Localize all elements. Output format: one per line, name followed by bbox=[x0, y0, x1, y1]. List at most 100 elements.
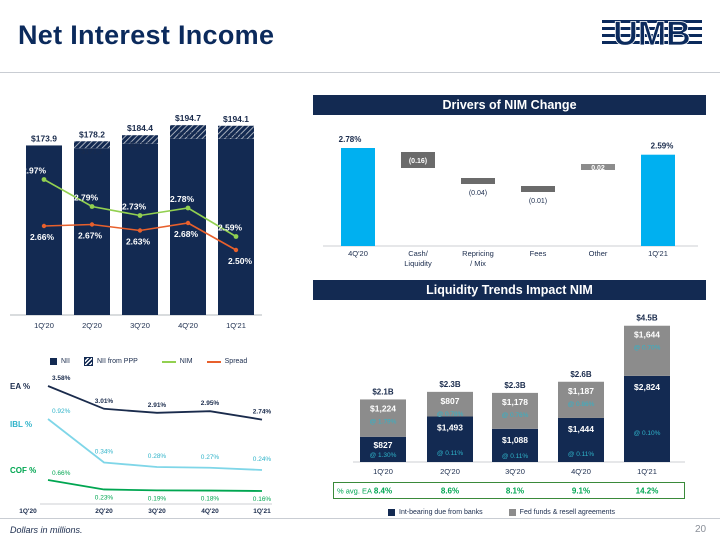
avg-ea-value: 14.2% bbox=[636, 487, 659, 496]
nii-bar bbox=[26, 145, 62, 315]
rate-label: 2.95% bbox=[201, 400, 220, 407]
nii-tick-label: 4Q'20 bbox=[178, 321, 198, 330]
legend-swatch-nim bbox=[161, 360, 176, 363]
liquidity-tick-label: 3Q'20 bbox=[505, 467, 525, 476]
legend-fedfunds: Fed funds & resell agreements bbox=[519, 509, 615, 516]
drivers-chart: 2.78% 4Q'20 (0.16) Cash/Liquidity (0.04) Repr… bbox=[323, 135, 698, 268]
ppp-bar bbox=[218, 125, 254, 139]
rates-tick-label: 1Q'20 bbox=[19, 508, 37, 515]
page-title: Net Interest Income bbox=[18, 20, 275, 50]
logo-stripes bbox=[602, 20, 702, 44]
ppp-bar bbox=[122, 135, 158, 144]
nim-label: 2.73% bbox=[122, 202, 147, 212]
rate-label: 0.34% bbox=[95, 449, 114, 456]
legend-swatch-spread bbox=[206, 360, 221, 363]
nim-total-bar bbox=[341, 148, 375, 246]
nii-tick-label: 1Q'21 bbox=[226, 321, 246, 330]
rate-label: 0.19% bbox=[148, 495, 167, 502]
liquidity-fedfunds-bar bbox=[360, 399, 406, 437]
liquidity-banks-bar bbox=[558, 417, 604, 462]
liquidity-fedfunds-bar bbox=[492, 392, 538, 429]
nii-chart: $173.9 1Q'20 $178.2 $171.1 2Q'20 $184.4 $175.7… bbox=[10, 113, 262, 330]
liquidity-fedfunds-bar bbox=[558, 381, 604, 418]
footer-rule bbox=[0, 518, 720, 519]
spread-point bbox=[137, 228, 143, 233]
rate-label: 3.58% bbox=[52, 375, 71, 382]
liquidity-tick-label: 1Q'21 bbox=[637, 467, 657, 476]
nii-value-label: $178.2 bbox=[79, 129, 105, 139]
page-number: 20 bbox=[695, 524, 707, 535]
rate-label: 2.91% bbox=[148, 402, 167, 409]
spread-point bbox=[185, 220, 191, 226]
liquidity-total-label: $2.6B bbox=[570, 370, 592, 379]
nii-value-label: $194.1 bbox=[223, 114, 249, 124]
avg-ea-box bbox=[333, 482, 685, 499]
rate-line bbox=[47, 479, 263, 492]
nim-point bbox=[185, 205, 191, 211]
legend-swatch-ppp bbox=[83, 357, 93, 366]
rates-tick-label: 2Q'20 bbox=[95, 508, 113, 515]
nim-total-label: 2.59% bbox=[651, 142, 674, 151]
liquidity-banks-label: $827 bbox=[374, 440, 393, 450]
liquidity-fedfunds-label: $1,187 bbox=[568, 386, 594, 396]
liquidity-fedfunds-label: $807 bbox=[441, 396, 460, 406]
legend-swatch-fedfunds bbox=[508, 509, 516, 516]
nim-point bbox=[41, 177, 47, 182]
rate-series-name: EA % bbox=[10, 382, 30, 391]
rate-label: 3.01% bbox=[95, 398, 114, 405]
drivers-tick-label: Cash/Liquidity bbox=[404, 249, 432, 268]
ppp-bar bbox=[74, 141, 110, 149]
drivers-tick-label: 1Q'21 bbox=[648, 249, 668, 258]
liquidity-total-label: $2.1B bbox=[372, 387, 394, 396]
liquidity-fedfunds-rate: @ 0.70% bbox=[634, 345, 661, 352]
spread-point bbox=[41, 223, 47, 229]
rate-line bbox=[47, 418, 263, 471]
nim-point bbox=[137, 213, 143, 218]
rate-label: 0.27% bbox=[201, 454, 220, 461]
avg-ea-value: 9.1% bbox=[572, 487, 590, 496]
nii-ex-ppp-label: $180.7 bbox=[225, 133, 247, 140]
liquidity-header: Liquidity Trends Impact NIM bbox=[313, 280, 706, 300]
rates-tick-label: 3Q'20 bbox=[148, 508, 166, 515]
liquidity-tick-label: 4Q'20 bbox=[571, 467, 591, 476]
liquidity-fedfunds-label: $1,224 bbox=[370, 403, 396, 413]
nim-point bbox=[233, 234, 239, 239]
nii-tick-label: 2Q'20 bbox=[82, 321, 102, 330]
liquidity-banks-label: $2,824 bbox=[634, 382, 660, 392]
rates-tick-label: 4Q'20 bbox=[201, 508, 219, 515]
liquidity-banks-bar bbox=[360, 436, 406, 462]
nim-label: 2.78% bbox=[170, 194, 195, 204]
liquidity-banks-rate: @ 1.30% bbox=[370, 452, 397, 459]
nim-total-bar bbox=[641, 154, 675, 246]
drivers-tick-label: Other bbox=[589, 249, 608, 258]
nim-driver-label: (0.01) bbox=[529, 198, 547, 205]
nii-bar bbox=[218, 138, 254, 315]
rate-label: 0.24% bbox=[253, 456, 272, 463]
nii-bar bbox=[170, 138, 206, 315]
avg-ea-value: 8.4% bbox=[374, 487, 392, 496]
liquidity-banks-rate: @ 0.11% bbox=[502, 453, 529, 460]
avg-ea-label: % avg. EA bbox=[337, 487, 372, 496]
nii-ex-ppp-label: $175.7 bbox=[129, 142, 151, 149]
nim-label: 2.79% bbox=[74, 193, 99, 203]
liquidity-banks-label: $1,444 bbox=[568, 424, 594, 434]
legend-swatch-nii bbox=[50, 358, 57, 365]
nii-value-label: $173.9 bbox=[31, 133, 57, 143]
nii-tick-label: 1Q'20 bbox=[34, 321, 54, 330]
liquidity-banks-rate: @ 0.10% bbox=[634, 430, 661, 437]
nii-tick-label: 3Q'20 bbox=[130, 321, 150, 330]
nim-label: 2.97% bbox=[22, 166, 47, 176]
nim-point bbox=[89, 204, 95, 209]
liquidity-fedfunds-bar bbox=[427, 391, 473, 417]
rate-series-name: COF % bbox=[10, 466, 36, 475]
liquidity-total-label: $2.3B bbox=[439, 380, 461, 389]
liquidity-fedfunds-label: $1,644 bbox=[634, 330, 660, 340]
nii-ex-ppp-label: $171.1 bbox=[81, 148, 103, 155]
nim-driver-bar bbox=[461, 178, 495, 184]
spread-label: 2.68% bbox=[174, 229, 199, 239]
drivers-tick-label: 4Q'20 bbox=[348, 249, 368, 258]
nim-label: 2.59% bbox=[218, 223, 243, 233]
rate-label: 0.18% bbox=[201, 496, 220, 503]
logo-text: UMB bbox=[613, 16, 690, 48]
liquidity-fedfunds-rate: @ 0.86% bbox=[568, 401, 595, 408]
